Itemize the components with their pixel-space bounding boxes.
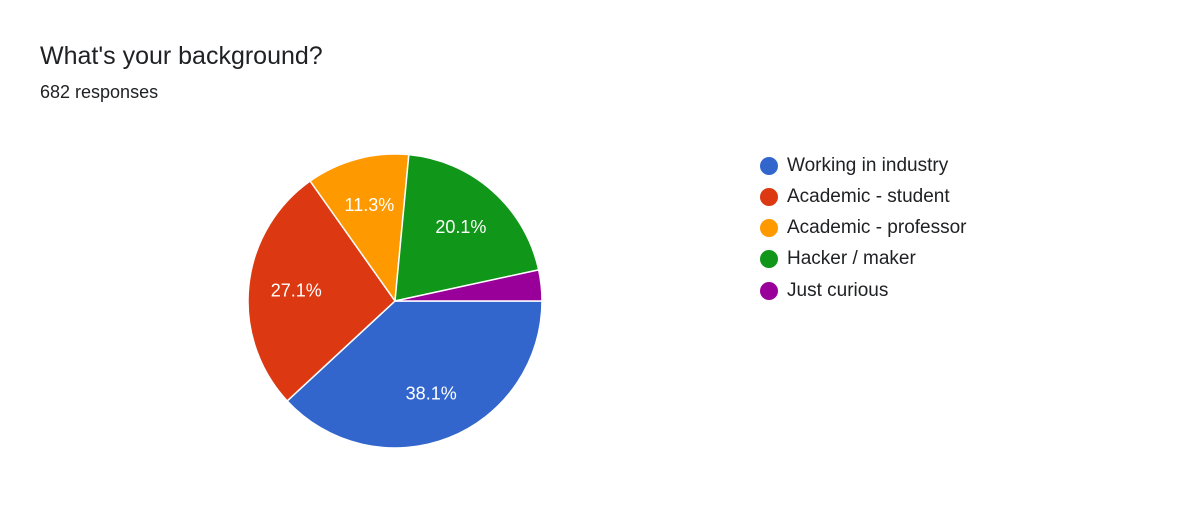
chart-legend: Working in industry Academic - student Aca… <box>760 150 967 306</box>
legend-label: Working in industry <box>787 154 949 176</box>
pie-slice-just-curious[interactable] <box>394 269 543 302</box>
legend-swatch-icon <box>760 250 778 269</box>
chart-title: What's your background? <box>40 42 323 70</box>
legend-item-academic-professor[interactable]: Academic - professor <box>760 213 967 244</box>
legend-item-just-curious[interactable]: Just curious <box>760 275 967 306</box>
data-label-working-in-industry: 38.1% <box>406 383 457 403</box>
legend-label: Academic - student <box>787 185 950 207</box>
data-label-hacker-maker: 20.1% <box>435 217 486 237</box>
pie-slice-hacker-maker[interactable] <box>394 153 540 302</box>
response-count: 682 responses <box>40 82 159 102</box>
legend-swatch-icon <box>760 156 778 175</box>
legend-item-academic-student[interactable]: Academic - student <box>760 181 967 212</box>
data-label-academic-student: 27.1% <box>271 281 322 301</box>
legend-swatch-icon <box>760 187 778 206</box>
legend-label: Just curious <box>787 279 889 301</box>
legend-swatch-icon <box>760 219 778 238</box>
legend-label: Hacker / maker <box>787 248 916 270</box>
pie-slice-working-in-industry[interactable] <box>286 300 543 449</box>
data-label-academic-professor: 11.3% <box>345 195 395 215</box>
pie-slice-academic-student[interactable] <box>247 180 396 402</box>
legend-swatch-icon <box>760 281 778 300</box>
legend-item-working-in-industry[interactable]: Working in industry <box>760 150 967 181</box>
legend-label: Academic - professor <box>787 217 967 239</box>
legend-item-hacker-maker[interactable]: Hacker / maker <box>760 244 967 275</box>
pie-slice-academic-professor[interactable] <box>309 153 410 302</box>
